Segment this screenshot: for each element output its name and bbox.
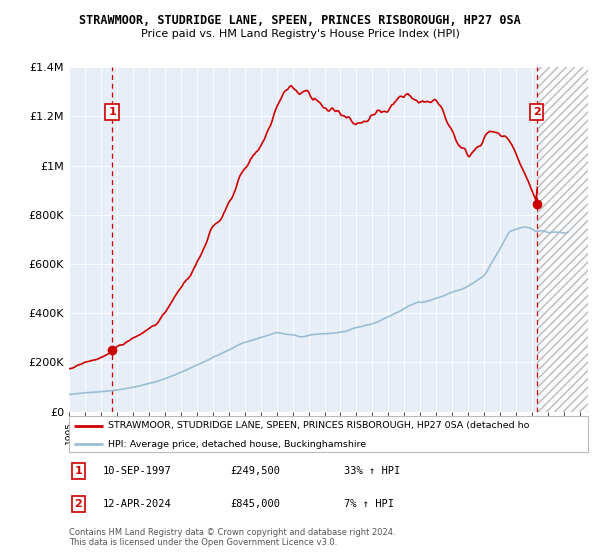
Bar [536,67,588,412]
Text: 12-APR-2024: 12-APR-2024 [103,499,172,509]
Text: 10-SEP-1997: 10-SEP-1997 [103,466,172,476]
Text: 1: 1 [74,466,82,476]
Text: Price paid vs. HM Land Registry's House Price Index (HPI): Price paid vs. HM Land Registry's House … [140,29,460,39]
Text: 2: 2 [533,107,541,117]
Text: £249,500: £249,500 [230,466,280,476]
Text: STRAWMOOR, STUDRIDGE LANE, SPEEN, PRINCES RISBOROUGH, HP27 0SA: STRAWMOOR, STUDRIDGE LANE, SPEEN, PRINCE… [79,14,521,27]
Text: 1: 1 [108,107,116,117]
Text: 2: 2 [74,499,82,509]
Text: STRAWMOOR, STUDRIDGE LANE, SPEEN, PRINCES RISBOROUGH, HP27 0SA (detached ho: STRAWMOOR, STUDRIDGE LANE, SPEEN, PRINCE… [108,422,529,431]
Text: 33% ↑ HPI: 33% ↑ HPI [344,466,400,476]
Text: £845,000: £845,000 [230,499,280,509]
Text: Contains HM Land Registry data © Crown copyright and database right 2024.
This d: Contains HM Land Registry data © Crown c… [69,528,395,547]
Text: 7% ↑ HPI: 7% ↑ HPI [344,499,394,509]
Text: HPI: Average price, detached house, Buckinghamshire: HPI: Average price, detached house, Buck… [108,440,366,449]
